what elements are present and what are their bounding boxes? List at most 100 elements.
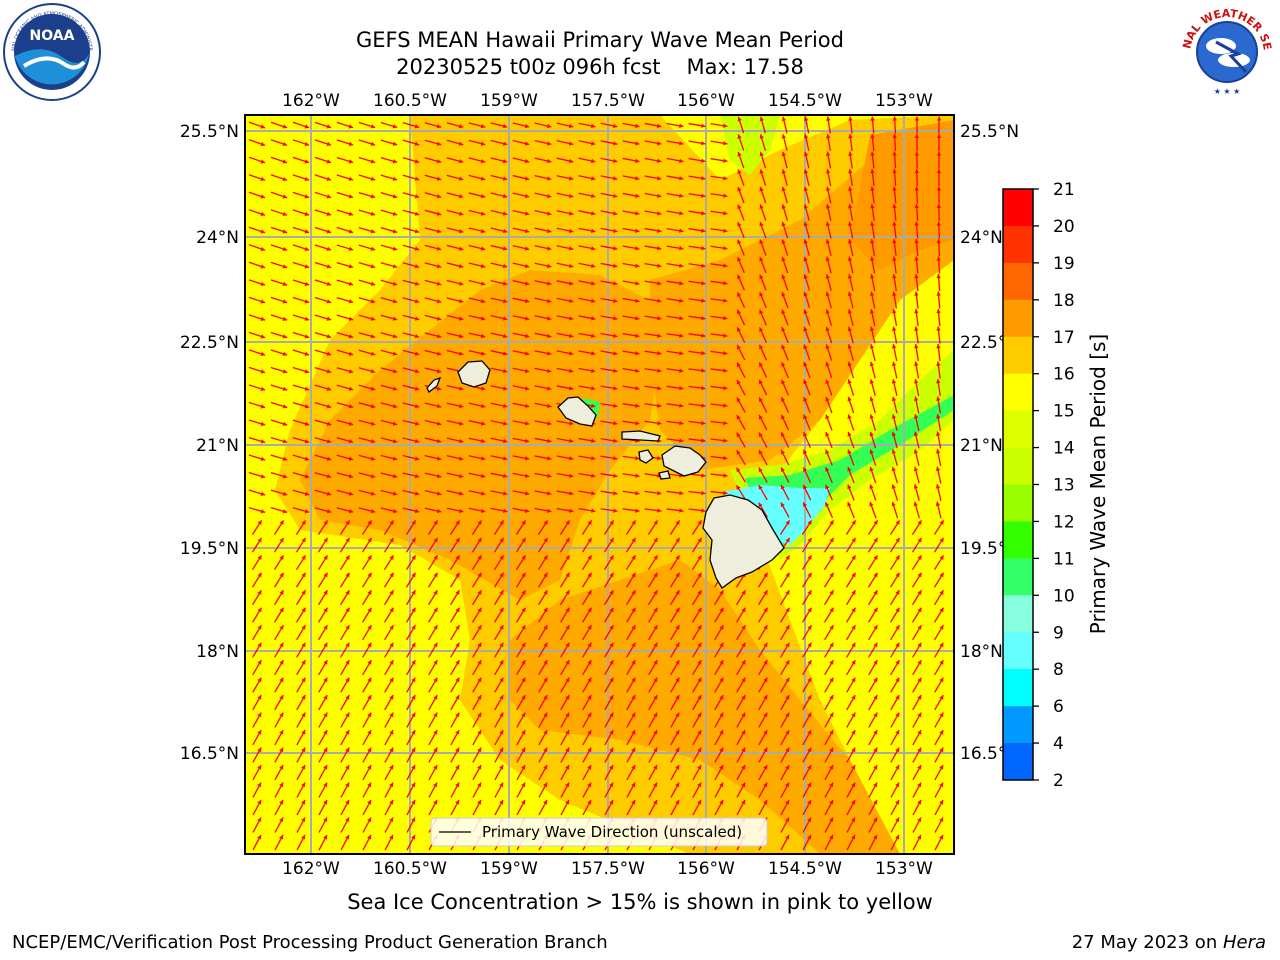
wave-arrow-head <box>326 316 332 321</box>
wave-arrow-head <box>609 625 614 630</box>
wave-arrow-head <box>370 176 376 181</box>
colorbar-segment <box>1003 299 1033 338</box>
wave-arrow-head <box>895 677 900 683</box>
wave-arrow-head <box>763 747 768 753</box>
wave-arrow-head <box>917 625 922 630</box>
wave-arrow-head <box>591 333 596 338</box>
wave-arrow-head <box>370 281 376 286</box>
wave-arrow-head <box>719 642 724 648</box>
wave-arrow-head <box>917 572 922 578</box>
wave-arrow-head <box>326 194 332 199</box>
wave-arrow-head <box>631 695 636 700</box>
wave-arrow-head <box>499 572 504 578</box>
wave-arrow-head <box>433 695 438 700</box>
wave-arrow-head <box>891 396 897 402</box>
wave-arrow-head <box>869 449 874 454</box>
wave-arrow-head <box>565 660 570 665</box>
wave-arrow-head <box>891 484 896 489</box>
wave-arrow-head <box>609 572 614 578</box>
wave-arrow-head <box>613 281 618 286</box>
longitude-labels-top: 162°W 160.5°W 159°W 157.5°W 156°W 154.5°W 153°… <box>282 91 933 111</box>
wave-arrow-head <box>723 385 728 391</box>
wave-arrow-head <box>499 712 504 718</box>
wave-arrow-head <box>758 467 763 473</box>
wave-arrow-head <box>851 642 856 648</box>
wave-arrow-head <box>719 800 724 805</box>
wave-arrow-head <box>458 176 464 181</box>
wave-arrow-head <box>679 281 684 286</box>
wave-arrow-head <box>939 695 944 700</box>
wave-arrow-head <box>348 369 354 374</box>
wave-arrow-head <box>701 158 706 163</box>
wave-arrow-head <box>282 299 288 304</box>
wave-arrow-head <box>591 438 596 443</box>
wave-arrow-head <box>679 385 684 391</box>
wave-arrow-head <box>631 712 636 718</box>
wave-arrow-head <box>392 456 398 461</box>
wave-arrow-head <box>569 438 574 443</box>
wave-arrow-head <box>913 379 919 384</box>
wave-arrow-head <box>873 625 878 630</box>
wave-arrow-head <box>392 438 398 444</box>
wave-arrow-head <box>547 491 552 496</box>
wave-arrow-head <box>657 420 662 426</box>
wave-arrow-head <box>873 660 878 665</box>
wave-arrow-head <box>737 222 742 227</box>
wave-arrow-head <box>367 712 372 718</box>
wave-arrow-head <box>367 747 372 753</box>
wave-arrow-head <box>851 730 856 735</box>
wave-arrow-head <box>477 607 482 613</box>
wave-arrow-head <box>257 590 262 595</box>
wave-arrow-head <box>736 379 741 385</box>
wave-arrow-head <box>723 193 728 198</box>
wave-arrow-head <box>524 158 530 164</box>
wave-arrow-head <box>741 660 746 665</box>
wave-arrow-head <box>279 834 284 840</box>
wave-arrow-head <box>657 281 662 286</box>
wave-arrow-head <box>348 439 354 444</box>
wave-arrow-head <box>480 228 486 234</box>
wave-arrow-head <box>895 765 900 770</box>
wave-arrow-head <box>781 344 786 350</box>
wave-arrow-head <box>590 123 596 129</box>
wave-arrow-head <box>741 607 746 613</box>
wave-arrow-head <box>433 572 438 578</box>
wave-arrow-head <box>326 351 332 356</box>
wave-arrow-head <box>499 677 504 683</box>
wave-arrow-head <box>895 590 900 595</box>
wave-arrow-head <box>736 415 741 420</box>
wave-arrow-head <box>587 660 592 665</box>
wave-arrow-head <box>282 316 288 321</box>
wave-arrow-head <box>719 782 724 788</box>
wave-arrow-head <box>367 572 372 578</box>
wave-arrow-head <box>436 438 442 444</box>
wave-arrow-head <box>807 782 812 788</box>
wave-arrow-head <box>499 730 504 735</box>
wave-arrow-head <box>803 169 809 174</box>
wave-arrow-head <box>869 379 874 384</box>
wave-arrow-head <box>260 386 266 391</box>
wave-arrow-head <box>609 747 614 753</box>
wave-arrow-head <box>389 572 394 578</box>
footer-branch: NCEP/EMC/Verification Post Processing Pr… <box>12 932 608 953</box>
wave-arrow-head <box>392 141 398 146</box>
wave-arrow-head <box>389 555 394 560</box>
wave-arrow-head <box>477 572 482 578</box>
wave-arrow-head <box>653 747 658 753</box>
wave-arrow-head <box>939 800 944 805</box>
wave-arrow-head <box>411 695 416 700</box>
wave-arrow-head <box>635 246 640 251</box>
wave-arrow-head <box>260 351 266 356</box>
wave-arrow-head <box>870 186 875 191</box>
wave-arrow-head <box>697 537 702 543</box>
wave-arrow-head <box>917 817 922 823</box>
wave-arrow-head <box>587 677 592 683</box>
wave-arrow-head <box>763 642 768 648</box>
wave-arrow-head <box>367 537 372 543</box>
wave-arrow-head <box>591 456 596 461</box>
chart-subtitle: 20230525 t00z 096h fcst Max: 17.58 <box>250 54 950 80</box>
wave-arrow-head <box>701 315 706 321</box>
wave-arrow-head <box>477 660 482 665</box>
wave-arrow-head <box>304 491 310 496</box>
wave-arrow-head <box>546 193 552 199</box>
